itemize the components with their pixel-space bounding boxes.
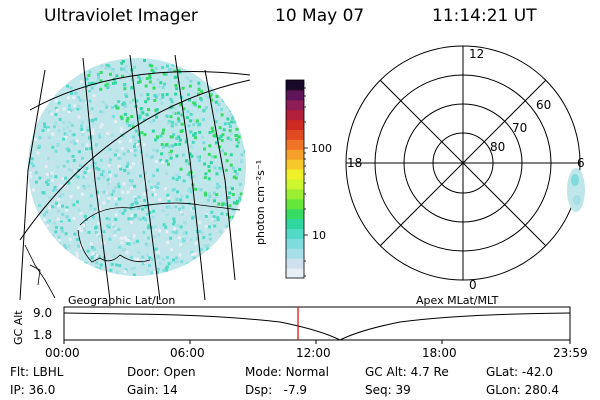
colorbar-segment	[286, 129, 304, 140]
gc-alt-info: GC Alt: 4.7 Re	[365, 365, 449, 379]
mlat-label-80: 80	[490, 140, 506, 154]
colorbar-gradient	[286, 80, 304, 279]
coastline	[24, 202, 241, 299]
dsp-value: -7.9	[283, 383, 308, 397]
polar-diagonal-2	[379, 79, 547, 247]
timeline-ylabel: GC Alt	[12, 310, 25, 345]
glat-label: GLat:	[486, 365, 519, 379]
glon-info: GLon: 280.4	[486, 383, 559, 397]
glat-info: GLat: -42.0	[486, 365, 553, 379]
timeline-frame	[63, 306, 571, 341]
colorbar-ticks	[304, 87, 308, 277]
time-label: 11:14:21 UT	[432, 6, 537, 26]
mode-info: Mode: Normal	[245, 365, 329, 379]
dayside-emission-patch	[567, 168, 585, 212]
mlt-label-12: 12	[469, 47, 485, 61]
seq-info: Seq: 39	[365, 383, 411, 397]
seq-value: 39	[395, 383, 411, 397]
geographic-grid	[19, 54, 251, 300]
timeline-y-max: 9.0	[33, 306, 53, 320]
uv-disc	[28, 58, 246, 276]
mlt-label-6: 6	[577, 156, 585, 170]
filter-info: Flt: LBHL	[10, 365, 63, 379]
colorbar-frame	[285, 79, 305, 279]
mlt-label-18: 18	[347, 156, 363, 170]
mlat-label-70: 70	[512, 121, 528, 135]
altitude-curve	[63, 312, 571, 341]
colorbar-segment	[286, 268, 304, 279]
colorbar-segment	[286, 258, 304, 269]
gc-alt-value: 4.7 Re	[410, 365, 449, 379]
colorbar-segment	[286, 159, 304, 170]
geographic-image-panel	[19, 54, 251, 300]
colorbar-segment	[286, 238, 304, 249]
colorbar-segment	[286, 149, 304, 160]
dsp-label: Dsp:	[245, 383, 273, 397]
glon-label: GLon:	[486, 383, 521, 397]
gain-label: Gain:	[127, 383, 159, 397]
colorbar-segment	[286, 198, 304, 210]
colorbar: photon cm⁻²s⁻¹	[254, 79, 308, 279]
filter-value: LBHL	[32, 365, 64, 379]
colorbar-segment	[286, 248, 304, 259]
colorbar-segment	[286, 119, 304, 130]
mlat-label-60: 60	[536, 98, 552, 112]
colorbar-unit-label: photon cm⁻²s⁻¹	[254, 160, 267, 245]
apex-label: Apex MLat/MLT	[416, 294, 499, 307]
colorbar-segment	[286, 109, 304, 121]
mode-value: Normal	[285, 365, 329, 379]
instrument-title: Ultraviolet Imager	[44, 6, 198, 26]
polar-grid	[345, 45, 581, 281]
mlt-label-0: 0	[469, 278, 477, 292]
colorbar-tick-100: 100	[311, 142, 332, 155]
dsp-info: Dsp: -7.9	[245, 383, 307, 397]
door-label: Door:	[127, 365, 160, 379]
gain-value: 14	[162, 383, 178, 397]
door-value: Open	[163, 365, 196, 379]
door-info: Door: Open	[127, 365, 196, 379]
polar-plot	[345, 45, 585, 281]
timeline-tick-1200: 12:00	[296, 346, 331, 360]
gc-alt-label: GC Alt:	[365, 365, 407, 379]
colorbar-tick-10: 10	[312, 229, 326, 242]
colorbar-segment	[286, 89, 304, 101]
filter-label: Flt:	[10, 365, 29, 379]
altitude-timeline: GC Alt	[12, 306, 571, 345]
gain-info: Gain: 14	[127, 383, 178, 397]
ip-label: IP:	[10, 383, 25, 397]
date-label: 10 May 07	[275, 6, 365, 26]
ip-value: 36.0	[28, 383, 56, 397]
colorbar-segment	[286, 169, 304, 180]
glat-value: -42.0	[521, 365, 553, 379]
timeline-tick-0000: 00:00	[45, 346, 80, 360]
timeline-tick-1800: 18:00	[422, 346, 457, 360]
colorbar-segment	[286, 80, 304, 91]
geographic-label: Geographic Lat/Lon	[68, 294, 176, 307]
mode-label: Mode:	[245, 365, 282, 379]
colorbar-segment	[286, 139, 304, 150]
colorbar-segment	[286, 188, 304, 200]
timeline-tick-2359: 23:59	[553, 346, 588, 360]
colorbar-segment	[286, 179, 304, 190]
ip-info: IP: 36.0	[10, 383, 55, 397]
timeline-tick-0600: 06:00	[170, 346, 205, 360]
timeline-y-min: 1.8	[33, 328, 53, 342]
glon-value: 280.4	[524, 383, 559, 397]
seq-label: Seq:	[365, 383, 392, 397]
colorbar-segment	[286, 228, 304, 239]
colorbar-segment	[286, 218, 304, 229]
colorbar-segment	[286, 208, 304, 220]
colorbar-segment	[286, 99, 304, 111]
uv-emission-speckle	[28, 59, 246, 276]
